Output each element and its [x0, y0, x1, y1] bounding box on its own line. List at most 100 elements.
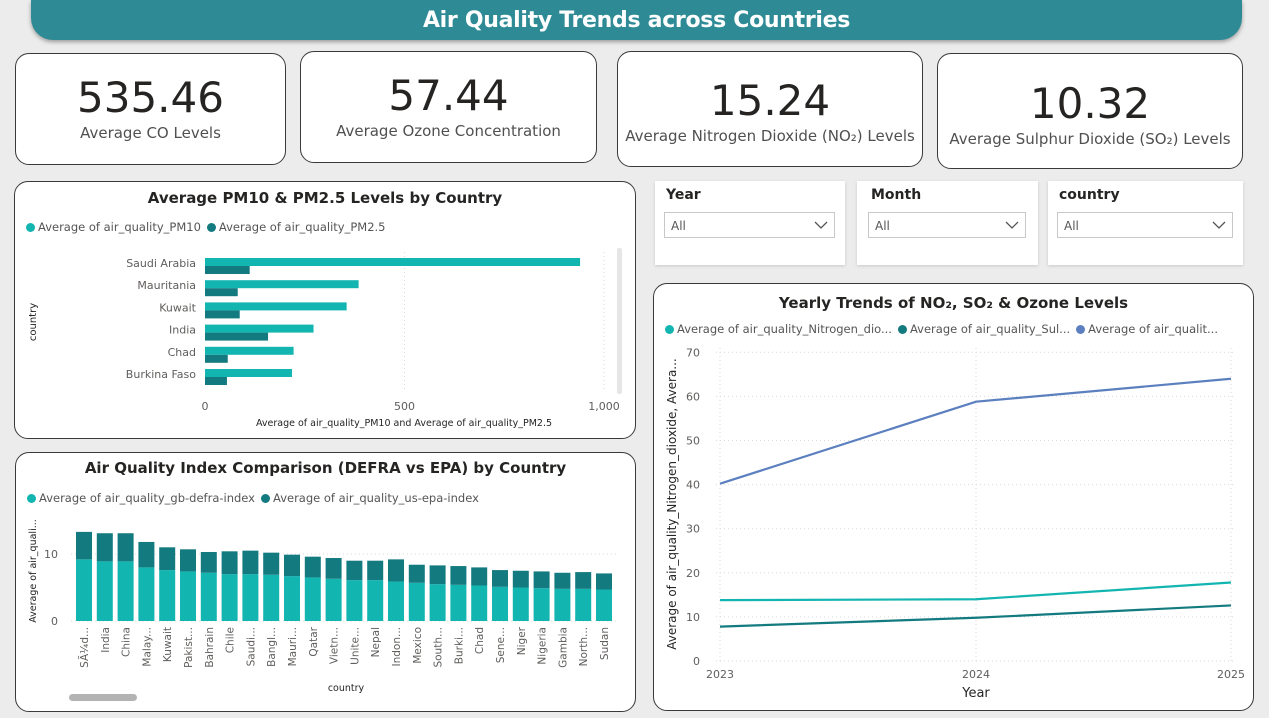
y-tick-label: 0	[51, 615, 58, 628]
bar-pm25	[205, 377, 227, 385]
horizontal-scrollbar[interactable]	[69, 694, 137, 701]
x-tick-label: Sudan	[599, 627, 611, 660]
x-tick-label: Unite...	[349, 627, 361, 665]
y-tick-label: 10	[44, 548, 58, 561]
bar-defra	[221, 574, 238, 621]
bar-epa	[471, 567, 488, 586]
legend-label-pm25: Average of air_quality_PM2.5	[218, 220, 386, 234]
bar-defra	[367, 580, 384, 621]
kpi-card-so2[interactable]: 10.32 Average Sulphur Dioxide (SO₂) Leve…	[937, 53, 1243, 169]
pm-chart-legend: Average of air_quality_PM10 Average of a…	[26, 220, 392, 234]
x-tick-label: Gambia	[557, 627, 569, 668]
bar-pm10	[205, 280, 359, 289]
line-no2	[719, 581, 1232, 602]
bar-pm25	[205, 310, 240, 319]
bar-epa	[388, 559, 404, 582]
kpi-card-ozone[interactable]: 57.44 Average Ozone Concentration	[300, 51, 597, 163]
x-tick-label: 500	[394, 400, 415, 413]
legend-item-epa[interactable]: Average of air_quality_us-epa-index	[261, 491, 479, 505]
bar-defra	[346, 580, 363, 621]
pm-chart-card[interactable]: Average PM10 & PM2.5 Levels by Country A…	[14, 181, 636, 439]
line-so2	[719, 604, 1232, 628]
bar-defra	[200, 572, 217, 621]
legend-item-no2[interactable]: Average of air_quality_Nitrogen_dio...	[665, 322, 892, 336]
month-dropdown[interactable]: All	[868, 212, 1026, 238]
bar-defra	[284, 576, 300, 621]
legend-item-defra[interactable]: Average of air_quality_gb-defra-index	[27, 491, 255, 505]
x-tick-label: Vietn...	[329, 627, 341, 664]
legend-item-ozone[interactable]: Average of air_qualit...	[1076, 322, 1218, 336]
legend-dot-icon	[261, 493, 270, 503]
kpi-value-so2: 10.32	[1029, 78, 1151, 128]
aqi-chart-card[interactable]: Air Quality Index Comparison (DEFRA vs E…	[15, 452, 636, 712]
bar-epa	[96, 533, 113, 562]
y-tick-label: Burkina Faso	[126, 368, 196, 381]
bar-defra	[471, 585, 488, 621]
x-tick-label: Saudi...	[245, 627, 257, 666]
bar-epa	[596, 573, 612, 590]
bar-pm10	[205, 302, 347, 311]
kpi-card-no2[interactable]: 15.24 Average Nitrogen Dioxide (NO₂) Lev…	[617, 51, 923, 167]
bar-defra	[450, 584, 467, 621]
x-tick-label: Indon...	[391, 627, 403, 667]
y-tick-label: Kuwait	[159, 301, 196, 314]
bar-pm10	[205, 369, 292, 377]
x-tick-label: Chile	[225, 627, 237, 653]
bar-pm25	[205, 332, 269, 341]
kpi-value-co: 535.46	[77, 72, 224, 122]
slicer-year: Year All	[655, 181, 845, 265]
legend-label-defra: Average of air_quality_gb-defra-index	[39, 491, 255, 505]
pm-chart-title: Average PM10 & PM2.5 Levels by Country	[147, 189, 503, 207]
bar-epa	[263, 552, 280, 575]
bar-defra	[325, 578, 342, 621]
x-tick-label: Bahrain	[204, 627, 216, 668]
y-tick-label: 70	[686, 346, 700, 359]
bar-epa	[221, 551, 238, 575]
y-tick-label: 60	[686, 390, 700, 403]
x-tick-label: Nigeria	[537, 627, 549, 665]
legend-dot-icon	[897, 324, 907, 334]
trend-chart-card[interactable]: Yearly Trends of NO₂, SO₂ & Ozone Levels…	[653, 283, 1254, 711]
bar-defra	[554, 588, 571, 621]
x-tick-label: 1,000	[588, 400, 620, 413]
kpi-card-co[interactable]: 535.46 Average CO Levels	[15, 53, 286, 165]
bar-defra	[117, 561, 134, 621]
bar-epa	[200, 551, 217, 573]
year-dropdown[interactable]: All	[664, 212, 835, 238]
bar-epa	[429, 565, 446, 585]
y-tick-label: 40	[686, 479, 700, 492]
chevron-down-icon	[814, 221, 828, 229]
legend-label-pm10: Average of air_quality_PM10	[38, 220, 201, 234]
trend-line-chart[interactable]: 0 10 20 30 40 50 60 70 2023 2024 2025 Average of ai…	[654, 284, 1253, 710]
bar-defra	[180, 571, 196, 621]
legend-dot-icon	[26, 222, 35, 232]
vertical-scrollbar-track	[617, 248, 622, 394]
pm-bar-chart[interactable]: 0 500 1,000 Saudi Arabia Mauritania Kuwait Ind…	[15, 182, 635, 438]
y-tick-label: 20	[686, 567, 700, 580]
bar-defra	[429, 584, 446, 621]
legend-item-pm25[interactable]: Average of air_quality_PM2.5	[206, 220, 386, 234]
y-axis-title: Average of air_quali...	[28, 519, 39, 623]
x-tick-label: 2024	[962, 668, 990, 681]
country-dropdown-value: All	[1064, 219, 1079, 233]
bar-epa	[325, 558, 342, 579]
dashboard-title-bar: Air Quality Trends across Countries	[31, 0, 1242, 40]
legend-item-so2[interactable]: Average of air_quality_Sul...	[897, 322, 1070, 336]
bar-epa	[138, 541, 155, 568]
legend-dot-icon	[27, 493, 36, 503]
legend-item-pm10[interactable]: Average of air_quality_PM10	[26, 220, 201, 234]
slicer-year-label: Year	[666, 187, 701, 203]
x-tick-label: 2025	[1217, 668, 1245, 681]
x-tick-label: Pakist...	[183, 627, 195, 668]
kpi-label-so2: Average Sulphur Dioxide (SO₂) Levels	[949, 130, 1231, 149]
aqi-stacked-chart[interactable]: 0 10 SÃ¼d... India China Malay... Kuwait Pakist…	[16, 453, 635, 711]
bar-defra	[533, 588, 550, 621]
x-tick-label: India	[100, 627, 112, 653]
country-dropdown[interactable]: All	[1057, 212, 1233, 238]
y-axis-title: Average of air_quality_Nitrogen_dioxide,…	[665, 358, 679, 650]
slicer-month-label: Month	[871, 187, 922, 203]
bar-epa	[242, 550, 259, 575]
x-axis-title: Year	[961, 686, 990, 701]
bar-epa	[117, 533, 134, 562]
trend-chart-legend: Average of air_quality_Nitrogen_dio... A…	[665, 322, 1224, 336]
